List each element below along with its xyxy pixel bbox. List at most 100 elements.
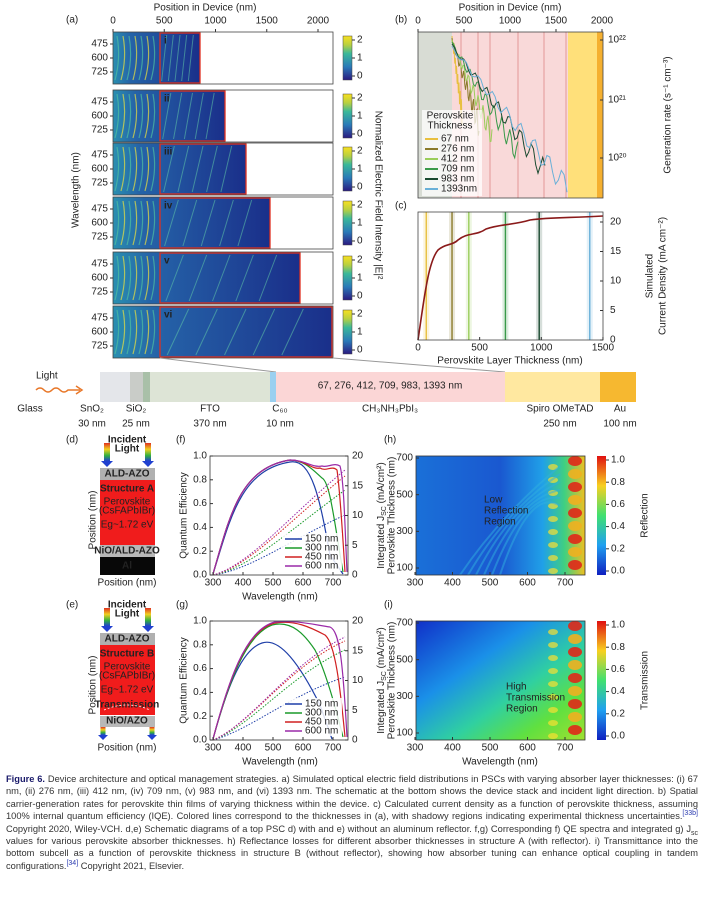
panel-label: (d)	[66, 435, 78, 446]
layer-label: Perovskite	[104, 497, 151, 508]
legend-label: 600 nm	[305, 561, 338, 572]
y-tick-label: 725	[91, 287, 108, 298]
x-tick-label: 0	[110, 16, 116, 27]
light-arrow-head	[142, 626, 154, 632]
light-arrow-head	[98, 735, 108, 740]
qe-curve	[212, 461, 344, 575]
x-tick-label: 300	[205, 743, 222, 754]
field-pattern	[114, 255, 120, 301]
colorbar	[342, 146, 353, 192]
plot-frame	[415, 620, 586, 741]
x-tick-label: 700	[325, 743, 342, 754]
row-label: ii	[164, 94, 170, 105]
field-pattern	[195, 308, 218, 356]
heatmap-feature	[548, 516, 558, 522]
x-tick-label: 400	[444, 578, 461, 589]
x-tick-label: 300	[407, 743, 424, 754]
y-tick-label: 600	[91, 273, 108, 284]
field-pattern	[200, 199, 216, 247]
y-tick-label: 0.4	[193, 687, 207, 698]
axis-title: Position (nm)	[88, 656, 99, 715]
y2-tick-label: 20	[352, 616, 364, 627]
stack-layer	[270, 372, 276, 402]
y-tick-label: 0.8	[193, 474, 207, 485]
axis-title: Perovskite Thickness (nm)	[387, 457, 398, 575]
heatmap-feature	[568, 560, 582, 570]
legend-title: Thickness	[427, 121, 472, 132]
annotation: High	[506, 682, 527, 693]
field-pattern	[144, 200, 150, 246]
caption-sub: sc	[691, 829, 698, 837]
colorbar-tick-label: 0	[357, 71, 363, 82]
y2-tick-label: 0	[352, 570, 358, 581]
perovskite-outline	[159, 90, 226, 142]
field-pattern	[126, 255, 132, 301]
field-pattern	[164, 199, 179, 247]
layer-name: SnO₂	[80, 404, 104, 415]
heatmap-feature	[568, 456, 582, 466]
field-pattern	[281, 308, 304, 356]
colorbar-tick-label: 0.4	[611, 521, 625, 532]
layer-label: Al	[122, 561, 132, 572]
field-pattern	[132, 93, 138, 139]
field-pattern	[166, 308, 190, 356]
layer-name: SiO₂	[126, 404, 147, 415]
jsc-curve	[212, 489, 346, 576]
colorbar-tick-label: 1	[357, 111, 363, 122]
y-tick-label: 475	[91, 39, 108, 50]
field-pattern	[144, 93, 150, 139]
light-arrow-head	[101, 626, 113, 632]
axis-title: Quantum Efficiency	[179, 472, 190, 559]
jsc-curve	[212, 469, 346, 576]
y2-tick-label: 15	[352, 480, 364, 491]
perovskite-outline	[159, 143, 247, 195]
heatmap-feature	[548, 733, 558, 739]
y-tick-label: 0.6	[193, 498, 207, 509]
legend-label: 600 nm	[305, 726, 338, 737]
axis-title-part: Integrated J	[376, 516, 387, 569]
heatmap	[113, 197, 270, 249]
field-pattern	[132, 309, 138, 355]
field-pattern	[114, 309, 120, 355]
field-pattern	[258, 254, 278, 302]
x-tick-label: 400	[235, 578, 252, 589]
y-tick-label: 0.0	[193, 570, 207, 581]
row-label: iii	[164, 147, 173, 158]
jsc-curve	[212, 649, 346, 741]
region-au	[597, 32, 603, 198]
y-tick-label: 10²⁰	[608, 153, 626, 164]
colorbar-tick-label: 0	[357, 182, 363, 193]
field-pattern	[194, 92, 204, 140]
y-tick-label: 600	[91, 164, 108, 175]
field-pattern	[167, 34, 174, 82]
layer-label: NiO/AZO	[106, 716, 148, 727]
heatmap-feature	[499, 501, 561, 576]
field-pattern	[114, 35, 120, 81]
colorbar-tick-label: 2	[357, 93, 363, 104]
x-tick-label: 1500	[545, 16, 568, 27]
field-pattern	[220, 145, 233, 193]
colorbar-tick-label: 0.8	[611, 477, 625, 488]
heatmap-feature	[568, 673, 582, 683]
perovskite-outline	[159, 32, 201, 84]
heatmap	[416, 621, 585, 740]
layer-label: Perovskite	[104, 662, 151, 673]
y-tick-label: 725	[91, 125, 108, 136]
colorbar	[342, 35, 353, 81]
transmission-arrow	[103, 704, 151, 711]
colorbar-tick-label: 2	[357, 309, 363, 320]
field-pattern	[182, 199, 198, 247]
field-pattern	[114, 93, 120, 139]
x-tick-label: 500	[156, 16, 173, 27]
layer-label: Eg~1.72 eV	[101, 685, 154, 696]
light-arrow	[145, 608, 151, 626]
field-pattern	[126, 93, 132, 139]
legend-label: 67 nm	[441, 134, 469, 145]
legend-label: 1393nm	[441, 184, 477, 195]
layer-name: Spiro OMeTAD	[526, 404, 593, 415]
qe-curve	[212, 620, 348, 740]
layer	[100, 480, 155, 545]
colorbar-tick-label: 1.0	[611, 455, 625, 466]
heatmap-feature	[568, 482, 582, 492]
